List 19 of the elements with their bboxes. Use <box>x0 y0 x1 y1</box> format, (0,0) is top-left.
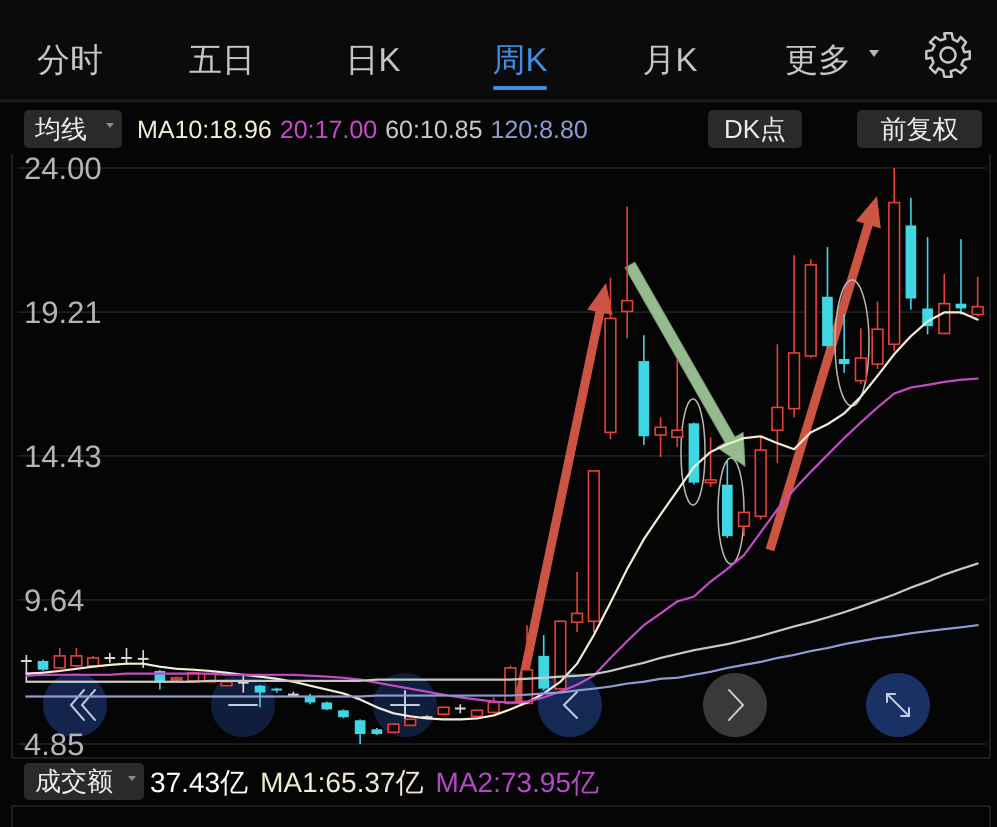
text: MA2:73.95亿 <box>436 767 599 798</box>
button: 前复权 <box>857 110 982 148</box>
text: 更多 <box>785 41 851 78</box>
text: 月K <box>642 41 698 78</box>
text: 五日 <box>189 41 255 78</box>
text: 周K <box>492 41 548 78</box>
legend: MA10:18.96 20:17.00 60:10.85 120:8.80 <box>137 116 588 144</box>
y-tick-label: 24.00 <box>24 151 102 186</box>
button: 均线 <box>24 110 122 148</box>
text: MA1:65.37亿 <box>260 767 424 798</box>
y-tick-label: 9.64 <box>24 582 84 618</box>
text: 日K <box>345 41 401 78</box>
text: 分时 <box>37 41 103 78</box>
button: DK点 <box>708 110 802 148</box>
button: 成交额 <box>24 763 144 800</box>
y-tick-label: 14.43 <box>24 438 102 474</box>
y-tick-label: 4.85 <box>24 727 84 762</box>
y-tick-label: 19.21 <box>24 295 102 330</box>
text: 37.43亿 <box>150 767 248 798</box>
